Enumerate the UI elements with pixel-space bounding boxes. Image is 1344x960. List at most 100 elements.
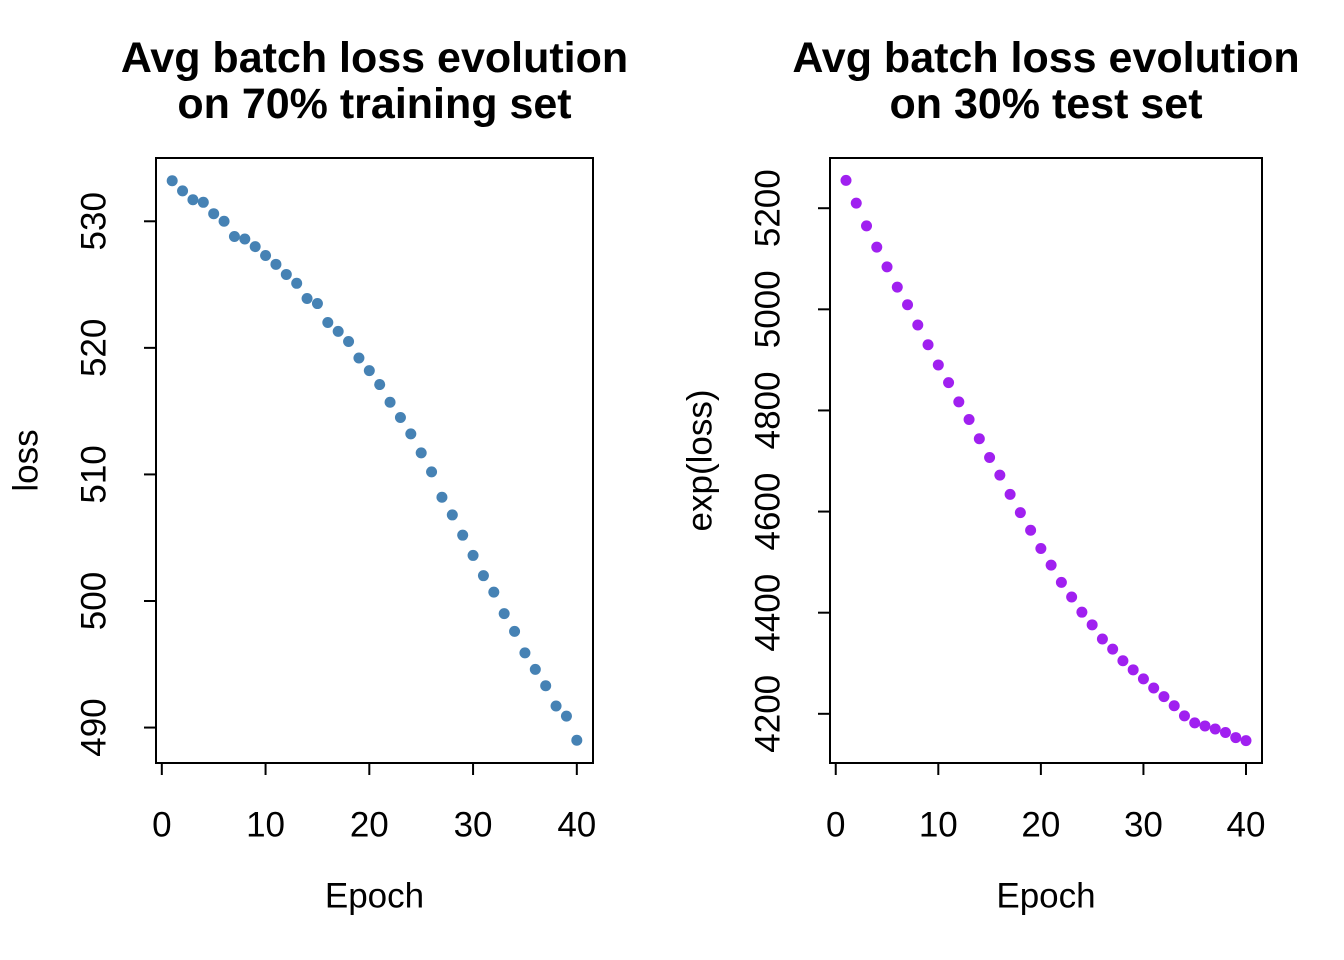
data-point — [301, 292, 313, 304]
chart-title-line-1: Avg batch loss evolution — [792, 34, 1299, 82]
chart-title-line-1: Avg batch loss evolution — [121, 34, 628, 82]
x-tick-label: 10 — [919, 806, 958, 845]
y-axis-label: exp(loss) — [681, 390, 720, 532]
plot-frame — [155, 157, 594, 764]
data-point — [1025, 524, 1037, 536]
data-point — [1107, 643, 1119, 655]
data-point — [197, 196, 209, 208]
x-tick-label: 10 — [246, 806, 285, 845]
data-point — [363, 365, 375, 377]
data-point — [902, 299, 914, 311]
data-point — [1230, 732, 1242, 744]
data-point — [840, 174, 852, 186]
data-point — [477, 570, 489, 582]
chart-title-line-2: on 70% training set — [177, 80, 571, 128]
data-point — [1004, 488, 1016, 500]
x-tick-label: 0 — [152, 806, 171, 845]
data-point — [850, 197, 862, 209]
data-point — [1035, 542, 1047, 554]
data-point — [467, 549, 479, 561]
plot-frame — [829, 157, 1263, 764]
data-point — [436, 491, 448, 503]
data-point — [1240, 735, 1252, 747]
data-point — [291, 277, 303, 289]
data-point — [881, 261, 893, 273]
x-tick-label: 30 — [454, 806, 493, 845]
data-point — [260, 249, 272, 261]
data-point — [1168, 700, 1180, 712]
data-point — [943, 377, 955, 389]
data-point — [280, 268, 292, 280]
data-point — [529, 663, 541, 675]
x-tick-label: 20 — [1021, 806, 1060, 845]
y-tick-label: 510 — [75, 445, 114, 503]
data-point — [228, 230, 240, 242]
data-point — [457, 529, 469, 541]
x-tick-label: 20 — [350, 806, 389, 845]
data-point — [912, 319, 924, 331]
data-point — [218, 215, 230, 227]
y-tick-label: 4400 — [749, 574, 788, 652]
chart-title-line-2: on 30% test set — [889, 80, 1202, 128]
data-point — [498, 608, 510, 620]
data-point — [1117, 655, 1129, 667]
data-point — [1055, 576, 1067, 588]
x-axis-label: Epoch — [325, 877, 424, 916]
data-point — [1148, 682, 1160, 694]
y-tick-label: 5000 — [749, 270, 788, 348]
data-point — [550, 700, 562, 712]
data-point — [1096, 633, 1108, 645]
data-point — [405, 428, 417, 440]
data-point — [560, 710, 572, 722]
data-point — [1076, 606, 1088, 618]
data-point — [384, 396, 396, 408]
x-axis-label: Epoch — [996, 877, 1095, 916]
y-axis-label: loss — [7, 429, 46, 491]
data-point — [208, 208, 220, 220]
data-point — [394, 411, 406, 423]
data-point — [519, 647, 531, 659]
data-point — [973, 433, 985, 445]
data-point — [353, 352, 365, 364]
data-point — [311, 298, 323, 310]
y-tick-label: 5200 — [749, 169, 788, 247]
data-point — [922, 339, 934, 351]
data-point — [932, 359, 944, 371]
data-point — [871, 241, 883, 253]
data-point — [1178, 710, 1190, 722]
y-tick-label: 500 — [75, 572, 114, 630]
data-point — [343, 336, 355, 348]
x-tick-label: 0 — [826, 806, 845, 845]
data-point — [1014, 507, 1026, 519]
data-point — [1209, 723, 1221, 735]
x-tick-label: 30 — [1124, 806, 1163, 845]
data-point — [1066, 591, 1078, 603]
data-point — [861, 220, 873, 232]
data-point — [1045, 559, 1057, 571]
x-tick-label: 40 — [1227, 806, 1266, 845]
data-point — [177, 185, 189, 197]
data-point — [571, 734, 583, 746]
data-point — [249, 241, 261, 253]
y-tick-label: 4600 — [749, 473, 788, 551]
data-point — [426, 466, 438, 478]
data-point — [1199, 720, 1211, 732]
data-point — [374, 379, 386, 391]
data-point — [963, 414, 975, 426]
data-point — [984, 451, 996, 463]
x-tick-label: 40 — [557, 806, 596, 845]
data-point — [891, 281, 903, 293]
data-point — [270, 258, 282, 270]
data-point — [322, 317, 334, 329]
data-point — [332, 325, 344, 337]
data-point — [239, 233, 251, 245]
data-point — [166, 175, 178, 187]
data-point — [1219, 727, 1231, 739]
data-point — [1137, 673, 1149, 685]
data-point — [1086, 619, 1098, 631]
data-point — [953, 396, 965, 408]
data-point — [415, 447, 427, 459]
